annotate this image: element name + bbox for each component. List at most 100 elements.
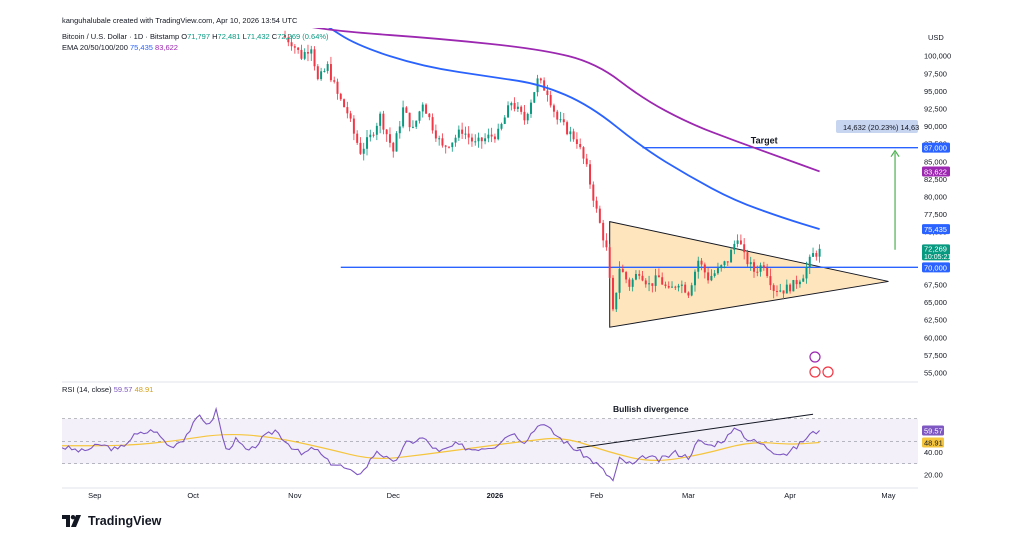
candle-down bbox=[297, 47, 300, 54]
candle-body bbox=[339, 93, 342, 100]
candle-body bbox=[710, 275, 713, 281]
price-tick-label: 100,000 bbox=[924, 52, 951, 61]
candle-body bbox=[329, 64, 332, 81]
candle-body bbox=[487, 134, 490, 139]
level-price-tag: 70,000 bbox=[922, 262, 950, 273]
candle-body bbox=[533, 92, 536, 103]
candle-body bbox=[448, 146, 450, 148]
candle-down bbox=[775, 285, 778, 297]
candle-body bbox=[602, 222, 605, 241]
candle-body bbox=[651, 283, 654, 286]
bullish-divergence-label: Bullish divergence bbox=[613, 404, 689, 414]
candle-up bbox=[438, 135, 441, 146]
candle-body bbox=[713, 273, 716, 276]
candle-body bbox=[523, 111, 526, 121]
candle-down bbox=[769, 268, 772, 290]
candle-up bbox=[634, 270, 637, 281]
candle-body bbox=[490, 134, 493, 137]
candle-body bbox=[802, 278, 805, 282]
candle-up bbox=[759, 262, 762, 277]
candle-body bbox=[789, 284, 792, 292]
candle-up bbox=[530, 99, 532, 118]
ema100-line bbox=[328, 28, 820, 230]
candle-body bbox=[484, 138, 487, 142]
candle-down bbox=[520, 105, 523, 115]
candle-down bbox=[566, 120, 569, 136]
candle-body bbox=[726, 261, 729, 263]
candle-up bbox=[733, 240, 736, 255]
symmetrical-triangle bbox=[609, 220, 889, 328]
candle-body bbox=[346, 107, 349, 114]
price-tick-label: 65,000 bbox=[924, 298, 947, 307]
candle-up bbox=[303, 48, 306, 61]
ohlc-low: L71,432 bbox=[242, 32, 270, 41]
candle-up bbox=[497, 123, 500, 141]
candle-up bbox=[487, 128, 490, 143]
candle-up bbox=[362, 142, 365, 161]
candle-body bbox=[605, 240, 608, 248]
candle-down bbox=[592, 181, 595, 208]
price-tick-label: 95,000 bbox=[924, 87, 947, 96]
candle-down bbox=[290, 35, 293, 51]
candle-body bbox=[549, 95, 552, 106]
event-icon bbox=[809, 351, 821, 363]
candle-body bbox=[589, 164, 592, 185]
candle-down bbox=[382, 110, 385, 135]
candle-body bbox=[418, 111, 421, 121]
candle-down bbox=[349, 110, 352, 122]
candle-down bbox=[602, 219, 605, 248]
candle-down bbox=[385, 128, 388, 142]
candle-down bbox=[572, 128, 575, 142]
candle-down bbox=[284, 30, 287, 39]
candle-up bbox=[310, 45, 313, 61]
candle-body bbox=[316, 66, 319, 80]
candle-body bbox=[480, 137, 483, 142]
candle-down bbox=[388, 127, 391, 148]
candle-up bbox=[402, 100, 405, 129]
price-tick-label: 77,500 bbox=[924, 210, 947, 219]
last-price-countdown: 10:05:21 bbox=[924, 254, 951, 261]
candle-down bbox=[392, 141, 395, 158]
candle-up bbox=[507, 101, 510, 118]
candle-down bbox=[756, 265, 759, 277]
candle-up bbox=[510, 101, 513, 111]
rsi-tick-label: 20.00 bbox=[924, 471, 943, 480]
candle-down bbox=[766, 263, 769, 278]
candle-body bbox=[582, 147, 585, 159]
candle-down bbox=[772, 283, 775, 299]
ema200-price-tag-text: 83,622 bbox=[924, 167, 947, 176]
candle-down bbox=[608, 243, 611, 279]
candle-body bbox=[631, 279, 634, 287]
candle-body bbox=[687, 292, 690, 296]
candle-up bbox=[736, 234, 739, 248]
candle-body bbox=[366, 137, 368, 149]
candle-body bbox=[690, 285, 693, 296]
candle-body bbox=[592, 184, 595, 201]
candle-body bbox=[674, 286, 677, 288]
candle-up bbox=[654, 268, 657, 292]
price-tick-label: 62,500 bbox=[924, 316, 947, 325]
candle-body bbox=[513, 103, 516, 109]
candle-body bbox=[641, 275, 644, 281]
candle-down bbox=[523, 104, 526, 125]
candles bbox=[284, 30, 821, 313]
candle-down bbox=[579, 138, 582, 150]
candle-down bbox=[795, 275, 798, 289]
candle-body bbox=[543, 80, 546, 91]
flag-us-icon bbox=[809, 366, 821, 378]
candle-up bbox=[326, 61, 329, 74]
candle-down bbox=[431, 113, 434, 134]
candle-body bbox=[654, 275, 657, 286]
candle-down bbox=[493, 133, 496, 143]
candle-body bbox=[356, 133, 359, 143]
ema100-price-tag: 75,435 bbox=[922, 224, 950, 235]
candle-down bbox=[700, 257, 703, 271]
candle-body bbox=[402, 107, 405, 127]
candle-down bbox=[585, 153, 588, 167]
candle-down bbox=[467, 126, 470, 145]
candle-body bbox=[431, 117, 434, 131]
measure-label-box bbox=[836, 119, 918, 133]
candle-up bbox=[818, 244, 821, 263]
target-arrow-head bbox=[890, 149, 900, 158]
candle-body bbox=[684, 284, 687, 293]
